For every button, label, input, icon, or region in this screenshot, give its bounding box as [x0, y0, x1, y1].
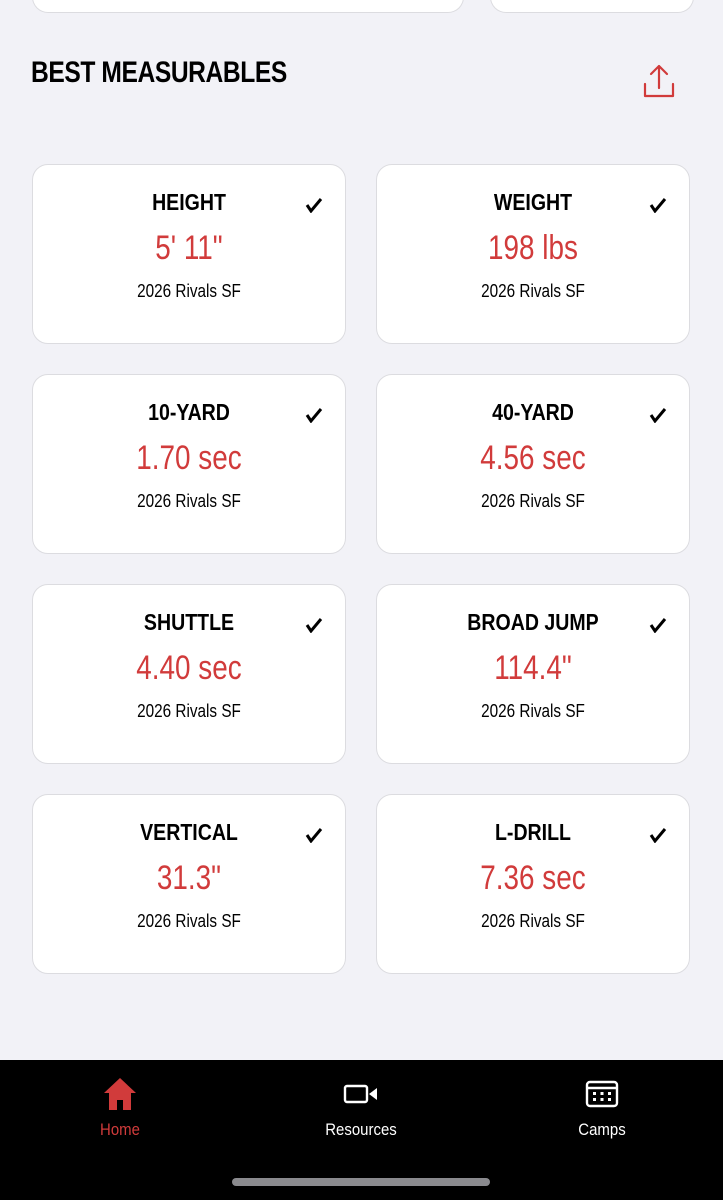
- card-value: 198 lbs: [488, 229, 578, 267]
- check-path: [305, 198, 323, 213]
- card-label: 40-YARD: [492, 399, 574, 425]
- card-source: 2026 Rivals SF: [481, 281, 585, 301]
- card-value: 4.56 sec: [480, 439, 586, 477]
- card-value: 7.36 sec: [480, 859, 586, 897]
- card-source: 2026 Rivals SF: [481, 701, 585, 721]
- card-value: 31.3": [156, 859, 222, 897]
- measurable-card: WEIGHT 198 lbs 2026 Rivals SF: [376, 164, 690, 344]
- tab-resources[interactable]: Resources: [281, 1060, 441, 1160]
- previous-card: [32, 0, 464, 13]
- card-value: 1.70 sec: [136, 439, 242, 477]
- measurable-card: 40-YARD 4.56 sec 2026 Rivals SF: [376, 374, 690, 554]
- check-path: [649, 408, 667, 423]
- card-value: 5' 11": [155, 229, 223, 267]
- verified-check: [305, 618, 323, 633]
- card-label: L-DRILL: [494, 819, 571, 845]
- card-label: WEIGHT: [493, 189, 573, 215]
- tab-bar: Home Resources Camps: [0, 1060, 723, 1200]
- card-source: 2026 Rivals SF: [481, 491, 585, 511]
- calendar-icon: [585, 1080, 619, 1108]
- card-label: HEIGHT: [152, 189, 226, 215]
- tab-camps[interactable]: Camps: [522, 1060, 682, 1160]
- measurable-card: VERTICAL 31.3" 2026 Rivals SF: [32, 794, 346, 974]
- card-source: 2026 Rivals SF: [137, 911, 241, 931]
- card-source: 2026 Rivals SF: [137, 491, 241, 511]
- measurable-card: BROAD JUMP 114.4" 2026 Rivals SF: [376, 584, 690, 764]
- section-title: BEST MEASURABLES: [31, 56, 287, 89]
- tab-home[interactable]: Home: [40, 1060, 200, 1160]
- measurable-card: HEIGHT 5' 11" 2026 Rivals SF: [32, 164, 346, 344]
- home-icon: [104, 1078, 136, 1110]
- card-value: 4.40 sec: [136, 649, 242, 687]
- verified-check: [649, 828, 667, 843]
- card-source: 2026 Rivals SF: [137, 701, 241, 721]
- card-label: BROAD JUMP: [467, 609, 599, 635]
- verified-check: [649, 408, 667, 423]
- card-source: 2026 Rivals SF: [137, 281, 241, 301]
- home-indicator: [232, 1178, 490, 1186]
- check-path: [649, 198, 667, 213]
- verified-check: [649, 198, 667, 213]
- card-source: 2026 Rivals SF: [481, 911, 585, 931]
- share-button[interactable]: [640, 62, 678, 102]
- tab-label: Camps: [578, 1120, 626, 1139]
- check-path: [649, 828, 667, 843]
- verified-check: [305, 828, 323, 843]
- card-label: 10-YARD: [148, 399, 230, 425]
- verified-check: [305, 408, 323, 423]
- card-value: 114.4": [494, 649, 572, 687]
- tab-label: Home: [100, 1120, 140, 1139]
- measurable-card: 10-YARD 1.70 sec 2026 Rivals SF: [32, 374, 346, 554]
- check-path: [305, 618, 323, 633]
- measurable-card: SHUTTLE 4.40 sec 2026 Rivals SF: [32, 584, 346, 764]
- previous-card: [490, 0, 694, 13]
- measurable-card: L-DRILL 7.36 sec 2026 Rivals SF: [376, 794, 690, 974]
- video-icon: [343, 1084, 377, 1104]
- verified-check: [305, 198, 323, 213]
- card-label: VERTICAL: [140, 819, 238, 845]
- tab-label: Resources: [325, 1120, 397, 1139]
- card-label: SHUTTLE: [143, 609, 235, 635]
- check-path: [305, 828, 323, 843]
- verified-check: [649, 618, 667, 633]
- check-path: [649, 618, 667, 633]
- check-path: [305, 408, 323, 423]
